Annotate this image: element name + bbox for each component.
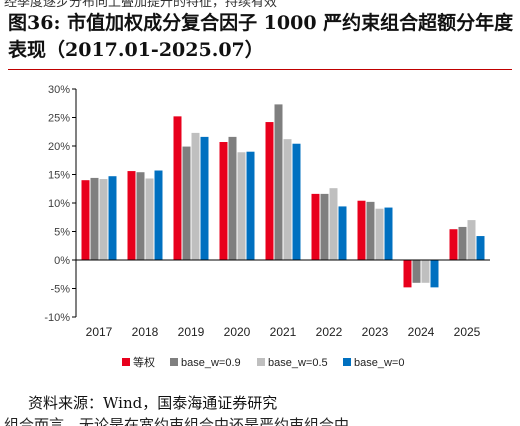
y-tick-label: 25% [48, 113, 70, 125]
y-tick-label: 5% [54, 227, 70, 239]
legend-swatch [122, 358, 130, 366]
y-tick-labels: 30% 25% 20% 15% 10% 5% 0% -5% -10% [44, 84, 76, 324]
y-tick-label: 10% [48, 198, 70, 210]
legend-swatch [257, 358, 265, 366]
figure-title: 图36: 市值加权成分复合因子 1000 严约束组合超额分年度表现（2017.0… [8, 12, 514, 61]
bar-2025-series-2 [467, 220, 476, 260]
x-tick-label: 2024 [408, 325, 435, 339]
bar-2020-series-0 [219, 142, 228, 260]
bar-2017-series-1 [90, 177, 99, 260]
bar-2023-series-3 [384, 207, 393, 260]
y-tick-label: 15% [48, 170, 70, 182]
x-tick-label: 2023 [362, 325, 389, 339]
source-note: 资料来源：Wind，国泰海通证券研究 [28, 394, 278, 412]
bar-2022-series-0 [311, 193, 320, 260]
bar-2023-series-1 [366, 201, 375, 260]
legend: 等权 base_w=0.9 base_w=0.5 base_w=0 [122, 355, 404, 369]
legend-swatch [343, 358, 351, 366]
y-tick-label: 20% [48, 141, 70, 153]
x-tick-label: 2018 [132, 325, 159, 339]
bar-2017-series-2 [99, 179, 108, 260]
bar-2018-series-1 [136, 172, 145, 260]
y-tick-label: -5% [50, 284, 70, 296]
x-tick-label: 2022 [316, 325, 343, 339]
legend-label: base_w=0.9 [181, 357, 241, 369]
y-tick-label: -10% [44, 312, 70, 324]
y-tick-label: 30% [48, 84, 70, 96]
bar-2024-series-2 [421, 260, 430, 283]
cut-off-text: 组合而言，无论是在宽约束组合中还是严约束组合中 [4, 416, 350, 426]
bar-2019-series-1 [182, 146, 191, 260]
bar-2022-series-2 [329, 188, 338, 260]
x-tick-label: 2021 [270, 325, 297, 339]
bar-2021-series-3 [292, 143, 301, 260]
title-divider [8, 69, 512, 70]
bar-2024-series-0 [403, 260, 412, 288]
bar-2024-series-1 [412, 260, 421, 283]
cut-off-text-top: 经季度逐步分布向上叠加提升的特征，持续有效 [0, 0, 520, 8]
bar-2021-series-0 [265, 122, 274, 260]
bar-2022-series-3 [338, 206, 347, 260]
legend-label: base_w=0 [354, 357, 404, 369]
bar-2025-series-1 [458, 226, 467, 260]
bar-2018-series-3 [154, 170, 163, 260]
bar-2025-series-0 [449, 229, 458, 260]
bar-2021-series-2 [283, 139, 292, 260]
bar-2020-series-3 [246, 151, 255, 260]
cut-off-text: 经季度逐步分布向上叠加提升的特征，持续有效 [4, 0, 278, 8]
bar-2022-series-1 [320, 193, 329, 260]
bar-2019-series-2 [191, 132, 200, 260]
bar-2024-series-3 [430, 260, 439, 288]
x-tick-labels: 2017 2018 2019 2020 2021 2022 2023 2024 2025 [86, 325, 481, 339]
x-tick-label: 2025 [454, 325, 481, 339]
bar-2018-series-2 [145, 178, 154, 260]
bar-2021-series-1 [274, 104, 283, 260]
bar-2023-series-0 [357, 200, 366, 260]
bar-2019-series-3 [200, 136, 209, 260]
bar-2018-series-0 [127, 171, 136, 260]
bars [81, 104, 485, 288]
bar-2017-series-3 [108, 176, 117, 260]
x-tick-label: 2019 [178, 325, 205, 339]
y-tick-label: 0% [54, 255, 70, 267]
legend-swatch [170, 358, 178, 366]
cut-off-text-bottom: 组合而言，无论是在宽约束组合中还是严约束组合中 [0, 416, 520, 426]
bar-2023-series-2 [375, 208, 384, 260]
legend-label: base_w=0.5 [268, 357, 328, 369]
x-tick-label: 2020 [224, 325, 251, 339]
legend-label: 等权 [133, 355, 155, 369]
bar-chart: 30%25%20%15%10%5%0%-5%-10% 2017 2018 2019 2… [44, 84, 490, 369]
bar-2020-series-1 [228, 136, 237, 260]
x-tick-label: 2017 [86, 325, 113, 339]
bar-2020-series-2 [237, 152, 246, 260]
bar-2017-series-0 [81, 180, 90, 260]
bar-2025-series-3 [476, 236, 485, 260]
bar-2019-series-0 [173, 116, 182, 260]
